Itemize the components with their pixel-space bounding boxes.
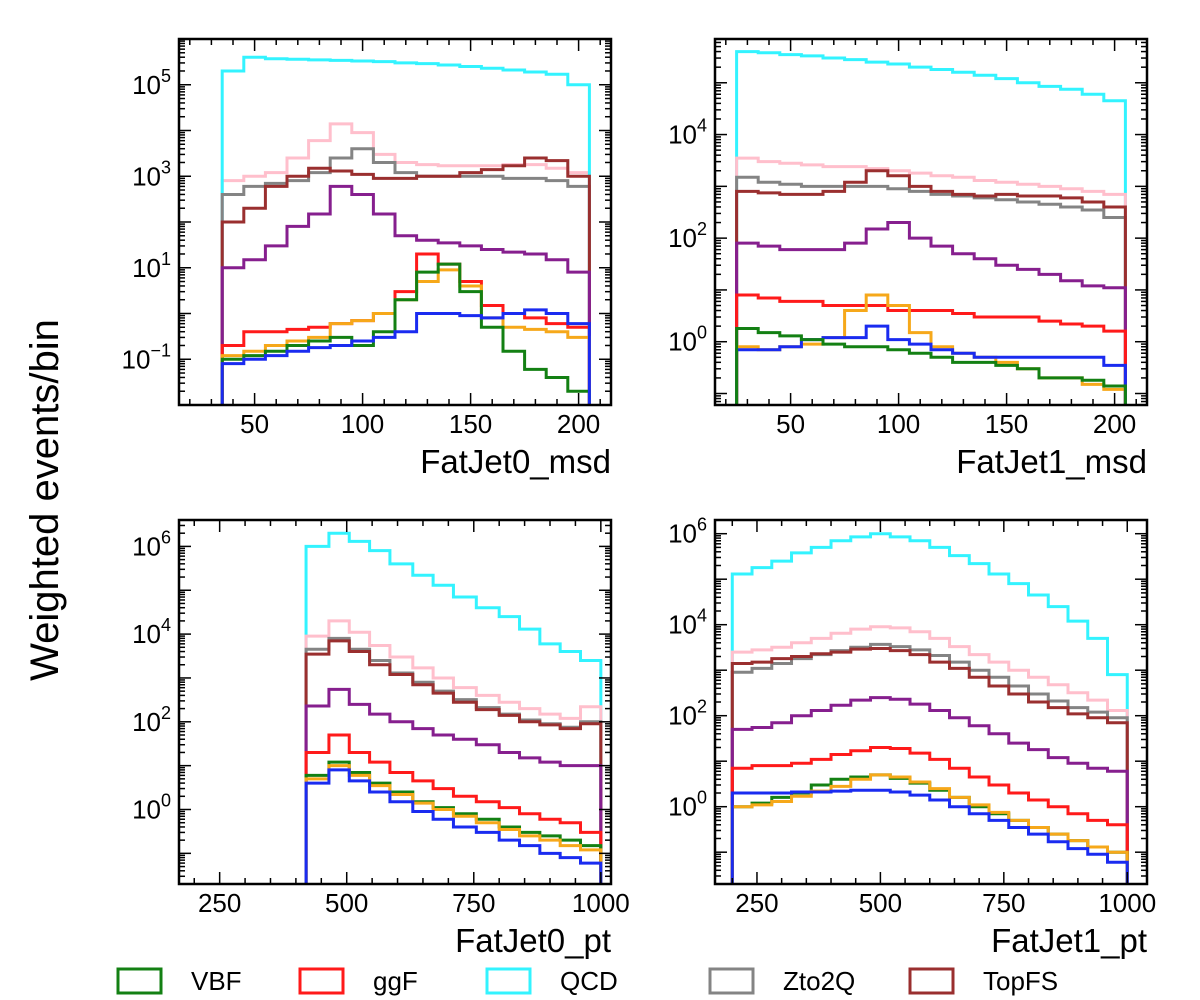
series-line-purple bbox=[304, 687, 603, 884]
y-tick-label: 100 bbox=[668, 323, 707, 357]
panel-4: 250 500 750 1000 100 102 104 106 FatJet1_pt bbox=[668, 515, 1156, 959]
series-line-orange bbox=[220, 268, 591, 405]
x-tick-label: 100 bbox=[877, 409, 920, 439]
series-line-Zto2Q bbox=[220, 147, 591, 405]
panels: 50 100 150 200 10−1 101 103 105 FatJet0_msd 50 100… bbox=[122, 37, 1156, 959]
x-tick-label: 250 bbox=[735, 888, 778, 918]
series-line-purple bbox=[730, 696, 1129, 884]
series-line-purple bbox=[220, 184, 591, 405]
plot-frame bbox=[713, 518, 1149, 886]
x-axis-label: FatJet0_msd bbox=[420, 443, 611, 480]
x-tick-label: 1000 bbox=[1098, 888, 1156, 918]
legend: VBF ggF QCD Zto2Q TopFS bbox=[116, 966, 1058, 996]
y-tick-label: 102 bbox=[668, 219, 707, 253]
series-line-ggF bbox=[304, 733, 603, 884]
y-tick-label: 103 bbox=[132, 157, 171, 191]
x-tick-label: 250 bbox=[198, 888, 241, 918]
y-tick-label: 104 bbox=[132, 615, 171, 649]
x-tick-label: 50 bbox=[776, 409, 805, 439]
y-tick-label: 104 bbox=[668, 116, 707, 150]
x-tick-label: 200 bbox=[1093, 409, 1136, 439]
series-group bbox=[304, 531, 603, 884]
legend-label: TopFS bbox=[983, 966, 1058, 996]
series-group bbox=[735, 50, 1127, 405]
series-group bbox=[220, 55, 591, 405]
series-line-ggF bbox=[730, 746, 1129, 884]
figure-y-axis-label: Weighted events/bin bbox=[23, 319, 67, 681]
series-line-pink bbox=[304, 619, 603, 884]
x-axis-label: FatJet0_pt bbox=[455, 922, 611, 959]
legend-swatch bbox=[298, 967, 345, 995]
legend-label: VBF bbox=[191, 966, 242, 996]
series-line-pink bbox=[220, 122, 591, 405]
series-line-TopFS bbox=[304, 639, 603, 884]
legend-item-vbf: VBF bbox=[116, 966, 242, 996]
y-tick-label: 104 bbox=[668, 606, 707, 640]
x-tick-label: 100 bbox=[341, 409, 384, 439]
series-line-blue bbox=[730, 788, 1129, 884]
legend-swatch bbox=[708, 967, 755, 995]
series-line-blue bbox=[735, 324, 1127, 405]
series-line-VBF bbox=[220, 262, 591, 405]
legend-label: Zto2Q bbox=[783, 966, 855, 996]
y-tick-label: 102 bbox=[132, 703, 171, 737]
x-tick-label: 1000 bbox=[572, 888, 630, 918]
x-tick-label: 750 bbox=[452, 888, 495, 918]
series-group bbox=[730, 532, 1129, 884]
y-tick-label: 105 bbox=[132, 66, 171, 100]
x-axis-label: FatJet1_pt bbox=[991, 922, 1147, 959]
series-line-QCD bbox=[735, 50, 1127, 405]
series-line-VBF bbox=[735, 326, 1127, 405]
x-tick-label: 500 bbox=[325, 888, 368, 918]
legend-item-qcd: QCD bbox=[485, 966, 618, 996]
y-tick-label: 106 bbox=[668, 515, 707, 549]
panel-1: 50 100 150 200 10−1 101 103 105 FatJet0_msd bbox=[122, 37, 613, 480]
series-line-purple bbox=[735, 221, 1127, 405]
y-tick-label: 10−1 bbox=[122, 340, 171, 374]
series-line-blue bbox=[220, 308, 591, 405]
legend-swatch bbox=[908, 967, 955, 995]
plot-frame bbox=[177, 518, 613, 886]
y-tick-label: 100 bbox=[132, 791, 171, 825]
series-line-TopFS bbox=[730, 646, 1129, 884]
x-tick-label: 750 bbox=[982, 888, 1025, 918]
y-tick-label: 100 bbox=[668, 788, 707, 822]
series-line-TopFS bbox=[735, 169, 1127, 405]
legend-swatch bbox=[485, 967, 532, 995]
legend-label: ggF bbox=[373, 966, 418, 996]
x-tick-label: 150 bbox=[449, 409, 492, 439]
series-line-pink bbox=[735, 156, 1127, 405]
series-line-TopFS bbox=[220, 156, 591, 405]
series-line-ggF bbox=[735, 293, 1127, 405]
panel-2: 50 100 150 200 100 102 104 FatJet1_msd bbox=[668, 37, 1149, 480]
y-tick-label: 101 bbox=[132, 249, 171, 283]
x-tick-label: 150 bbox=[985, 409, 1028, 439]
x-tick-label: 200 bbox=[557, 409, 600, 439]
y-tick-label: 102 bbox=[668, 697, 707, 731]
series-line-blue bbox=[304, 768, 603, 884]
x-tick-label: 500 bbox=[859, 888, 902, 918]
x-axis-label: FatJet1_msd bbox=[956, 443, 1147, 480]
panel-3: 250 500 750 1000 100 102 104 106 FatJet0_pt bbox=[132, 518, 630, 959]
x-tick-label: 50 bbox=[240, 409, 269, 439]
series-line-orange bbox=[730, 773, 1129, 884]
series-line-pink bbox=[730, 625, 1129, 884]
legend-item-topfs: TopFS bbox=[908, 966, 1058, 996]
y-tick-label: 106 bbox=[132, 527, 171, 561]
legend-swatch bbox=[116, 967, 163, 995]
series-line-QCD bbox=[730, 532, 1129, 884]
series-line-Zto2Q bbox=[735, 175, 1127, 405]
legend-item-zto2q: Zto2Q bbox=[708, 966, 855, 996]
legend-item-ggf: ggF bbox=[298, 966, 418, 996]
series-line-QCD bbox=[220, 55, 591, 405]
legend-label: QCD bbox=[560, 966, 618, 996]
series-line-QCD bbox=[304, 531, 603, 884]
